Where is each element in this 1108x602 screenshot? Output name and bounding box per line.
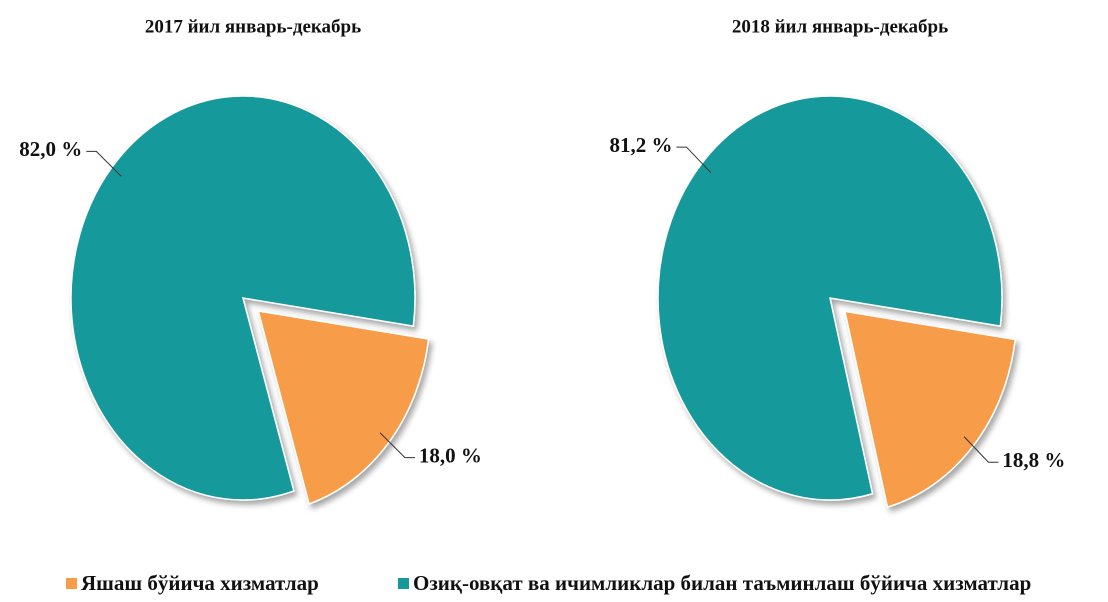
chart-title: 2018 йил январь-декабрь [732, 16, 948, 37]
data-label: 18,0 % [419, 443, 482, 467]
legend-label: Яшаш бўйича хизматлар [81, 571, 319, 595]
chart-title: 2017 йил январь-декабрь [145, 16, 361, 37]
pie-slice [843, 310, 1017, 509]
data-label: 18,8 % [1002, 448, 1065, 472]
legend-swatch [398, 578, 409, 589]
legend-swatch [66, 578, 77, 589]
data-label: 81,2 % [609, 133, 672, 157]
leader-line [379, 432, 415, 459]
data-label: 82,0 % [19, 137, 82, 161]
leader-line [676, 146, 712, 174]
legend-label: Озиқ-овқат ва ичимликлар билан таъминлаш… [413, 571, 1031, 595]
leader-line [86, 150, 122, 177]
leader-line [963, 436, 999, 463]
